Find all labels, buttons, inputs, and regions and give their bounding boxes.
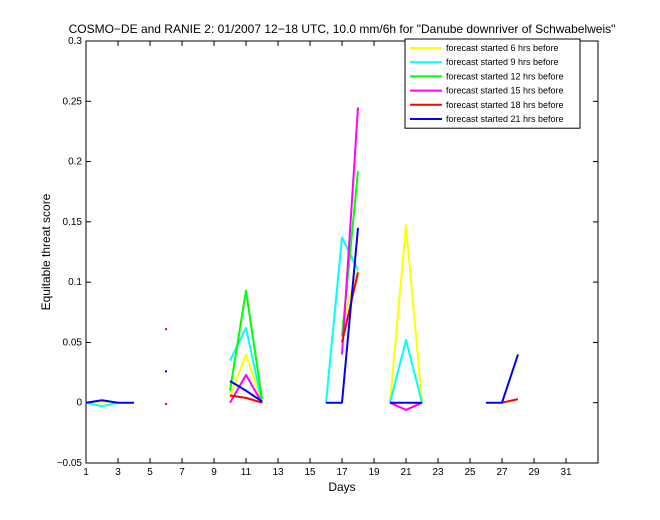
x-tick-label: 3: [115, 467, 121, 478]
series-line: [341, 107, 359, 355]
series-line: [229, 373, 263, 404]
y-tick-label: 0.1: [68, 277, 82, 288]
y-tick-label: 0.25: [63, 96, 83, 107]
series-line: [85, 399, 134, 404]
legend-entry: forecast started 12 hrs before: [410, 71, 564, 81]
series-line: [229, 353, 263, 404]
x-tick-label: 19: [368, 467, 380, 478]
x-tick-label: 13: [272, 467, 284, 478]
series-4: [229, 107, 423, 411]
legend-entry: forecast started 15 hrs before: [410, 86, 564, 96]
data-point: [165, 328, 167, 331]
series-line: [229, 289, 263, 400]
y-axis-label: Equitable threat score: [39, 193, 53, 310]
y-tick-label: 0.2: [68, 157, 82, 168]
x-tick-label: 31: [560, 467, 572, 478]
x-tick-label: 27: [496, 467, 508, 478]
x-axis: 1 3 5 7 9 11 13 15 17 19 21 23 25 27 29 31: [83, 41, 572, 478]
y-axis: −0.05 0 0.05 0.1 0.15 0.2 0.25 0.3: [57, 36, 598, 469]
legend-box: [404, 38, 581, 129]
x-tick-label: 7: [179, 467, 185, 478]
series-line: [389, 339, 423, 403]
legend-label: forecast started 18 hrs before: [446, 100, 564, 110]
legend-label: forecast started 9 hrs before: [446, 57, 559, 67]
series-line: [389, 401, 423, 411]
data-point: [165, 370, 167, 373]
y-tick-label: −0.05: [57, 458, 83, 469]
series-line: [229, 326, 263, 403]
legend-label: forecast started 15 hrs before: [446, 86, 564, 96]
legend-entry: forecast started 6 hrs before: [410, 43, 559, 53]
series-line: [85, 401, 119, 408]
series-line: [229, 394, 263, 404]
legend-entry: forecast started 9 hrs before: [410, 57, 559, 67]
legend-entry: forecast started 18 hrs before: [410, 100, 564, 110]
series-line: [325, 236, 359, 403]
legend-label: forecast started 21 hrs before: [446, 114, 564, 124]
x-tick-label: 29: [528, 467, 540, 478]
series-line: [229, 380, 263, 403]
data-point: [165, 402, 167, 405]
series-2: [85, 236, 423, 408]
legend-label: forecast started 12 hrs before: [446, 71, 564, 81]
y-tick-label: 0.05: [63, 337, 83, 348]
chart-title: COSMO−DE and RANIE 2: 01/2007 12−18 UTC,…: [69, 22, 616, 36]
series-line: [486, 354, 519, 404]
y-tick-label: 0.3: [68, 36, 82, 47]
series-layer: [85, 107, 519, 411]
legend-label: forecast started 6 hrs before: [446, 43, 559, 53]
x-axis-label: Days: [328, 480, 355, 494]
x-tick-label: 5: [147, 467, 153, 478]
y-tick-label: 0: [76, 398, 82, 409]
x-tick-label: 1: [83, 467, 89, 478]
x-tick-label: 15: [304, 467, 316, 478]
series-line: [326, 227, 359, 404]
legend-entry: forecast started 21 hrs before: [410, 114, 564, 124]
series-6: [85, 227, 519, 404]
legend: forecast started 6 hrs before forecast st…: [404, 38, 581, 129]
series-line: [501, 398, 519, 404]
x-tick-label: 11: [241, 467, 252, 478]
x-tick-label: 17: [336, 467, 348, 478]
x-tick-label: 21: [400, 467, 412, 478]
x-tick-label: 9: [211, 467, 217, 478]
series-line: [389, 224, 423, 403]
y-tick-label: 0.15: [63, 217, 83, 228]
x-tick-label: 23: [432, 467, 444, 478]
x-tick-label: 25: [464, 467, 476, 478]
